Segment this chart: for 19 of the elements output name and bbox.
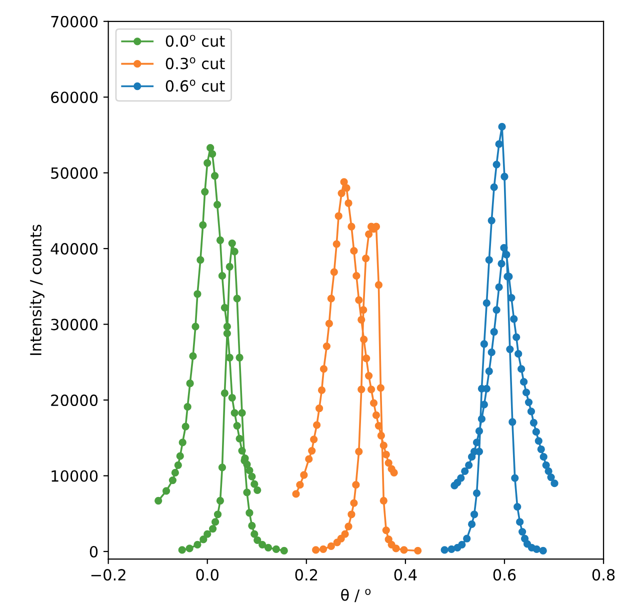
x-tick-label: 0.6 (493, 569, 516, 581)
x-tick-label: 0.8 (592, 569, 615, 581)
x-axis-title: θ / $^{o}$ (341, 588, 371, 602)
y-tick-label: 30000 (51, 318, 98, 330)
y-axis-title: Intensity / counts (30, 224, 44, 355)
y-tick-label: 20000 (51, 394, 98, 406)
legend-label: 0.3$^{o}$ cut (166, 57, 225, 70)
legend-label: 0.0$^{o}$ cut (166, 34, 225, 47)
x-tick-label: 0.0 (196, 569, 218, 581)
x-tick-label: −0.2 (91, 569, 126, 581)
legend-label: 0.6$^{o}$ cut (166, 80, 225, 92)
y-tick-label: 70000 (51, 16, 98, 28)
y-tick-label: 10000 (52, 470, 98, 482)
y-tick-label: 0 (90, 546, 98, 558)
y-tick-label: 60000 (51, 92, 98, 104)
x-tick-label: 0.4 (394, 569, 417, 581)
x-tick-label: 0.2 (295, 569, 318, 581)
y-tick-label: 40000 (50, 243, 98, 255)
y-tick-label: 50000 (51, 167, 98, 179)
